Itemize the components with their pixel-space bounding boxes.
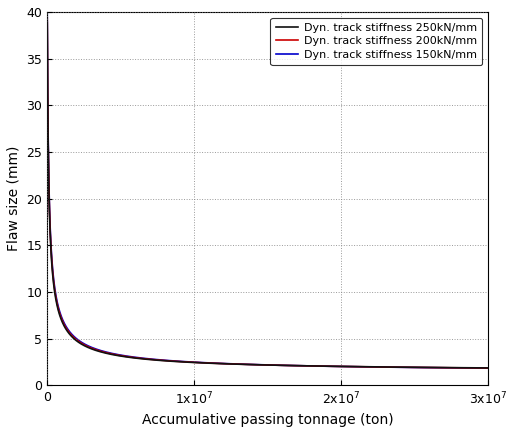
Dyn. track stiffness 150kN/mm <box>327 364 333 369</box>
Dyn. track stiffness 250kN/mm <box>360 364 366 369</box>
Y-axis label: Flaw size (mm): Flaw size (mm) <box>7 146 21 251</box>
Dyn. track stiffness 150kN/mm <box>456 365 463 371</box>
Dyn. track stiffness 150kN/mm <box>360 364 366 369</box>
Legend: Dyn. track stiffness 250kN/mm, Dyn. track stiffness 200kN/mm, Dyn. track stiffne: Dyn. track stiffness 250kN/mm, Dyn. trac… <box>270 17 482 65</box>
Dyn. track stiffness 150kN/mm <box>485 365 491 371</box>
Dyn. track stiffness 250kN/mm <box>154 358 160 363</box>
Line: Dyn. track stiffness 250kN/mm: Dyn. track stiffness 250kN/mm <box>47 22 488 368</box>
Dyn. track stiffness 200kN/mm <box>456 365 463 371</box>
Line: Dyn. track stiffness 150kN/mm: Dyn. track stiffness 150kN/mm <box>47 14 488 368</box>
Dyn. track stiffness 250kN/mm <box>485 365 491 371</box>
Dyn. track stiffness 250kN/mm <box>310 363 317 368</box>
Dyn. track stiffness 200kN/mm <box>44 16 50 21</box>
Dyn. track stiffness 200kN/mm <box>485 365 491 371</box>
Line: Dyn. track stiffness 200kN/mm: Dyn. track stiffness 200kN/mm <box>47 18 488 368</box>
Dyn. track stiffness 200kN/mm <box>310 363 317 368</box>
Dyn. track stiffness 250kN/mm <box>44 20 50 25</box>
Dyn. track stiffness 250kN/mm <box>327 364 333 369</box>
Dyn. track stiffness 200kN/mm <box>252 362 259 367</box>
Dyn. track stiffness 250kN/mm <box>456 365 463 370</box>
Dyn. track stiffness 150kN/mm <box>44 11 50 16</box>
Dyn. track stiffness 150kN/mm <box>154 357 160 362</box>
Dyn. track stiffness 150kN/mm <box>310 363 317 368</box>
Dyn. track stiffness 250kN/mm <box>252 362 259 367</box>
Dyn. track stiffness 200kN/mm <box>327 364 333 369</box>
X-axis label: Accumulative passing tonnage (ton): Accumulative passing tonnage (ton) <box>142 413 393 427</box>
Dyn. track stiffness 200kN/mm <box>154 357 160 362</box>
Dyn. track stiffness 150kN/mm <box>252 362 259 367</box>
Dyn. track stiffness 200kN/mm <box>360 364 366 369</box>
